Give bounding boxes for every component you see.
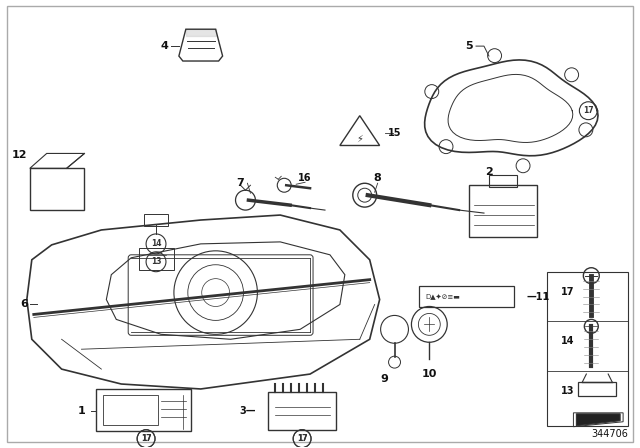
Text: 14: 14 [151, 239, 161, 248]
Text: D▲✦⊘≡▬: D▲✦⊘≡▬ [426, 293, 460, 300]
Text: 8: 8 [374, 173, 381, 183]
Polygon shape [577, 414, 620, 426]
Text: 5: 5 [465, 41, 473, 51]
Text: 15: 15 [388, 128, 401, 138]
Text: ⚡: ⚡ [356, 134, 363, 143]
Text: 2: 2 [485, 167, 493, 177]
Text: 14: 14 [561, 336, 574, 346]
Text: 1: 1 [77, 406, 85, 416]
Text: 344706: 344706 [591, 429, 628, 439]
Text: 12: 12 [12, 151, 28, 160]
Text: 13: 13 [151, 257, 161, 266]
Text: 4: 4 [160, 41, 168, 51]
Text: 10: 10 [422, 369, 437, 379]
Text: 16: 16 [298, 173, 312, 183]
Text: 17: 17 [297, 434, 307, 443]
Text: 13: 13 [561, 386, 574, 396]
Text: 3—: 3— [239, 406, 255, 416]
Text: 17: 17 [583, 106, 594, 115]
Text: 7: 7 [237, 178, 244, 188]
Text: 17: 17 [297, 434, 307, 443]
Text: 17: 17 [561, 287, 574, 297]
Text: 9: 9 [381, 374, 388, 384]
Text: 17: 17 [141, 434, 152, 443]
Text: —11: —11 [527, 292, 550, 302]
Text: 17: 17 [141, 434, 152, 443]
Text: 6: 6 [20, 300, 28, 310]
